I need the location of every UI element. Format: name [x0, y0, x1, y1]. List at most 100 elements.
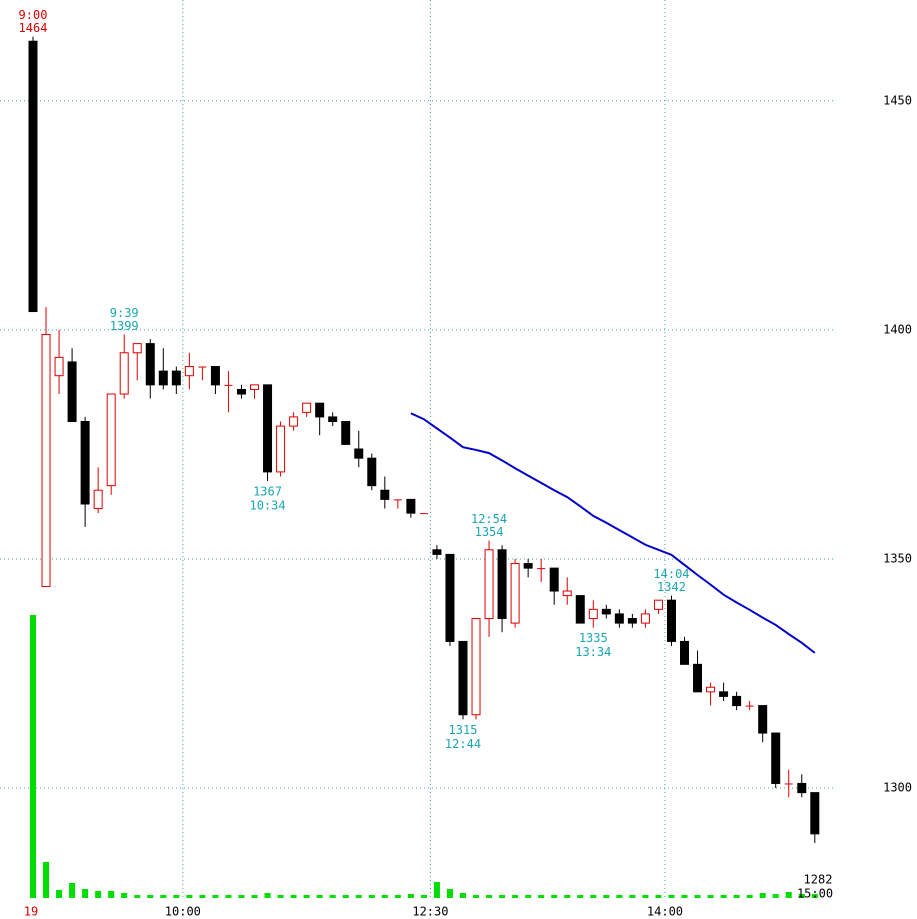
candle-body: [367, 457, 377, 487]
close-time: 15:00: [797, 887, 833, 901]
volume-bar: [173, 895, 180, 898]
candle: [224, 371, 233, 413]
candle: [236, 384, 246, 399]
candle-body: [680, 640, 689, 665]
candle-body: [93, 489, 103, 510]
y-tick-label: 1450: [883, 93, 912, 107]
candle: [380, 476, 390, 509]
volume-bar: [577, 895, 584, 898]
candle-body: [653, 599, 663, 610]
candle-body: [484, 549, 494, 620]
candle-body: [328, 416, 338, 423]
candle-body: [797, 782, 807, 794]
candle: [484, 540, 494, 637]
candle: [263, 384, 273, 482]
volume-bar: [785, 892, 792, 898]
candle: [458, 640, 468, 720]
annotation-price: 1399: [110, 319, 139, 333]
candle-body: [432, 549, 442, 555]
candle: [315, 402, 325, 436]
volume-bar: [43, 862, 50, 898]
candle: [771, 732, 781, 789]
candle-body: [562, 590, 572, 597]
candle-body: [810, 792, 820, 835]
candle: [588, 600, 598, 628]
candle: [406, 498, 416, 518]
volume-bar: [538, 895, 545, 898]
candle: [758, 705, 768, 743]
annotation-time: 9:00: [19, 8, 48, 22]
candle-body: [341, 421, 351, 445]
candle: [784, 769, 793, 798]
candle: [601, 604, 611, 619]
annotation-time: 12:54: [471, 512, 507, 526]
candle: [497, 545, 507, 633]
candle: [745, 700, 754, 711]
candle-body: [627, 618, 637, 624]
volume-bar: [329, 895, 336, 898]
volume-bar: [264, 893, 271, 898]
volume-bar: [95, 891, 102, 898]
candle: [680, 636, 689, 665]
volume-bar: [733, 895, 740, 898]
candle: [276, 421, 286, 477]
volume-bar: [355, 895, 362, 898]
candle-body: [784, 783, 793, 785]
candle: [67, 348, 77, 423]
annotation-price: 1367: [253, 485, 282, 499]
candle-body: [575, 595, 585, 624]
candle: [184, 352, 194, 390]
annotation-time: 10:34: [249, 499, 285, 513]
y-tick-label: 1350: [883, 551, 912, 565]
moving-average: [410, 412, 816, 654]
volume-bar: [30, 615, 36, 898]
annotation-time: 13:34: [575, 645, 611, 659]
volume-bar: [668, 895, 675, 898]
candle-body: [263, 384, 273, 473]
candle: [367, 453, 377, 491]
candle: [419, 513, 428, 515]
candle: [41, 306, 51, 587]
candle: [28, 36, 38, 313]
candle-body: [41, 333, 51, 587]
y-tick-label: 1400: [883, 322, 912, 336]
volume-bar: [381, 895, 388, 898]
candle-body: [224, 384, 233, 386]
candle: [354, 430, 364, 468]
candle: [614, 609, 624, 628]
volume-bar: [212, 895, 219, 898]
candle-body: [210, 366, 220, 386]
volume-bar: [746, 895, 753, 898]
candle: [797, 774, 807, 798]
candle-body: [54, 356, 64, 377]
volume-bar: [108, 891, 115, 898]
candle: [510, 558, 520, 628]
candle-body: [588, 608, 598, 620]
candle-body: [393, 499, 402, 501]
volume-bar: [251, 895, 258, 898]
candle: [393, 499, 402, 509]
candle-body: [119, 352, 129, 395]
annotation-price: 1315: [449, 723, 478, 737]
candle: [640, 609, 650, 628]
volume-bar: [655, 895, 662, 898]
volume-bar: [316, 895, 323, 898]
candle: [575, 595, 585, 624]
candle-body: [80, 421, 90, 505]
volume-bar: [590, 895, 597, 898]
volume-bar: [459, 893, 466, 898]
volume-bar: [160, 895, 167, 898]
candle-body: [236, 388, 246, 395]
annotation-price: 1354: [475, 525, 504, 539]
volume-bar: [603, 895, 610, 898]
volume-bar: [69, 883, 76, 898]
candle: [445, 553, 455, 647]
candle-body: [732, 695, 742, 707]
candle-body: [250, 384, 260, 390]
candle-body: [640, 613, 650, 624]
candle-body: [706, 686, 716, 693]
candle-body: [666, 599, 676, 642]
volume-bar: [811, 894, 818, 898]
volume-bar: [694, 895, 701, 898]
candle: [537, 558, 546, 582]
